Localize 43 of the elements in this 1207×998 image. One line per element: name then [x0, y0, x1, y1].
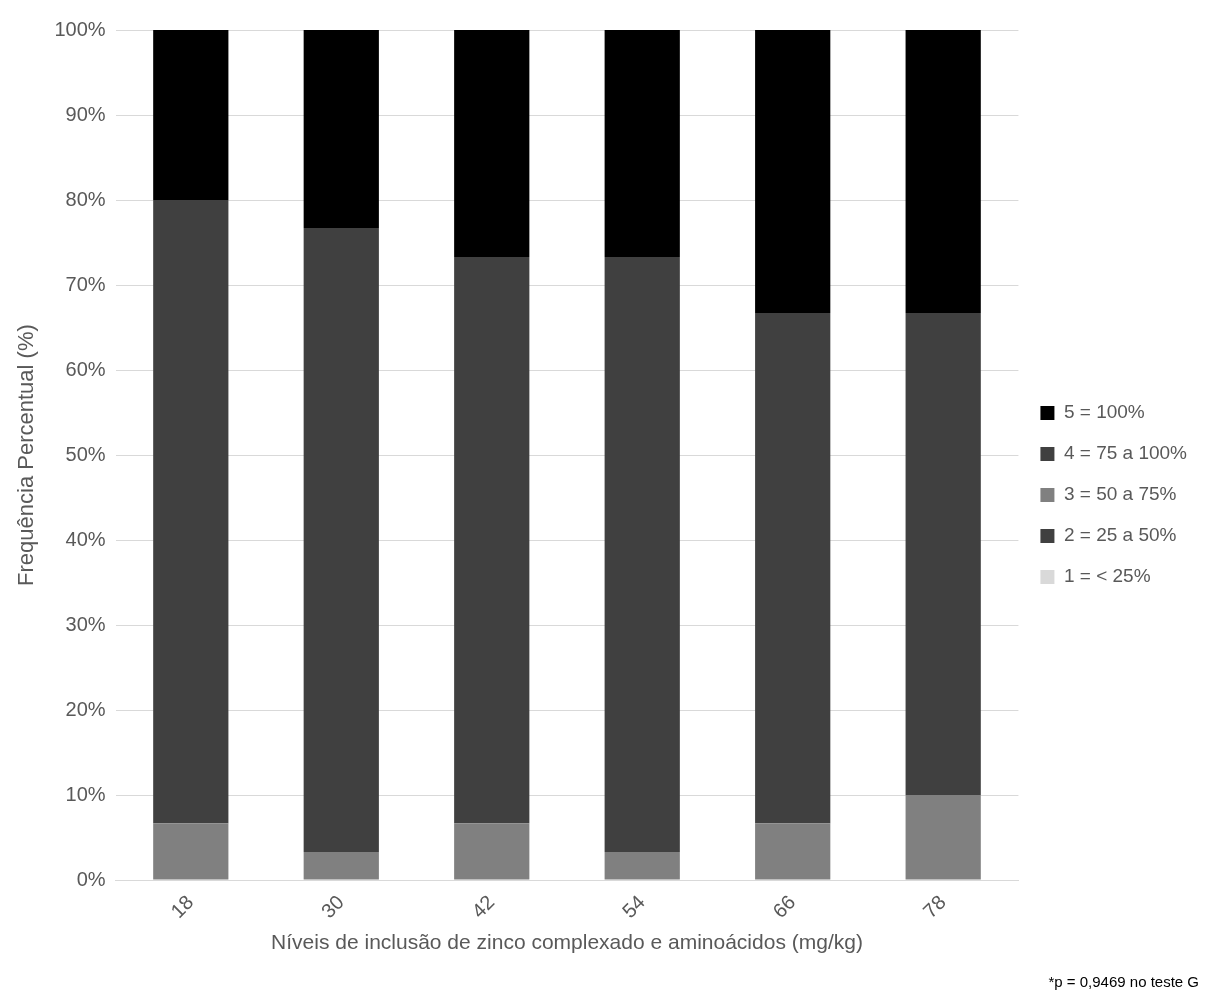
bar: [153, 30, 229, 201]
x-tick-label: 42: [467, 890, 499, 923]
y-tick-label: 40%: [65, 527, 106, 550]
y-tick-label: 30%: [65, 612, 106, 635]
y-tick-label: 70%: [65, 272, 106, 295]
legend-label: 2 = 25 a 50%: [1063, 524, 1177, 546]
x-tick-label: 54: [617, 890, 649, 923]
y-tick-label: 80%: [65, 187, 106, 210]
y-tick-label: 60%: [65, 357, 106, 380]
x-axis-title: Níveis de inclusão de zinco complexado e aminoácidos (mg/kg): [271, 930, 863, 954]
x-tick-label: 66: [768, 890, 800, 923]
bar: [604, 852, 680, 880]
bar: [454, 30, 530, 257]
bar: [604, 256, 680, 853]
x-tick-label: 18: [166, 890, 198, 923]
legend-label: 5 = 100%: [1063, 401, 1145, 423]
bar: [303, 228, 379, 853]
bar: [454, 256, 530, 824]
bar: [755, 823, 831, 880]
bar: [905, 30, 981, 314]
legend-label: 4 = 75 a 100%: [1063, 442, 1188, 464]
x-tick-label: 30: [316, 890, 348, 923]
bar: [604, 30, 680, 257]
y-tick-label: 100%: [54, 17, 106, 40]
bar: [303, 852, 379, 880]
bar: [905, 313, 981, 796]
bar: [755, 30, 831, 314]
y-axis-title: Frequência Percentual (%): [13, 324, 39, 586]
bar: [905, 795, 981, 880]
y-tick-label: 10%: [65, 782, 106, 805]
bar: [153, 200, 229, 824]
y-tick-label: 20%: [65, 697, 106, 720]
y-tick-label: 50%: [65, 442, 106, 465]
bar: [303, 30, 379, 229]
bar: [153, 823, 229, 880]
bar: [454, 823, 530, 880]
legend-label: 1 = < 25%: [1063, 565, 1151, 587]
bar: [755, 313, 831, 824]
y-tick-label: 90%: [65, 102, 106, 125]
y-tick-label: 0%: [76, 867, 106, 890]
x-tick-label: 78: [918, 890, 950, 923]
text: *p = 0,9469 no teste G: [1048, 973, 1199, 990]
legend-label: 3 = 50 a 75%: [1063, 483, 1177, 505]
